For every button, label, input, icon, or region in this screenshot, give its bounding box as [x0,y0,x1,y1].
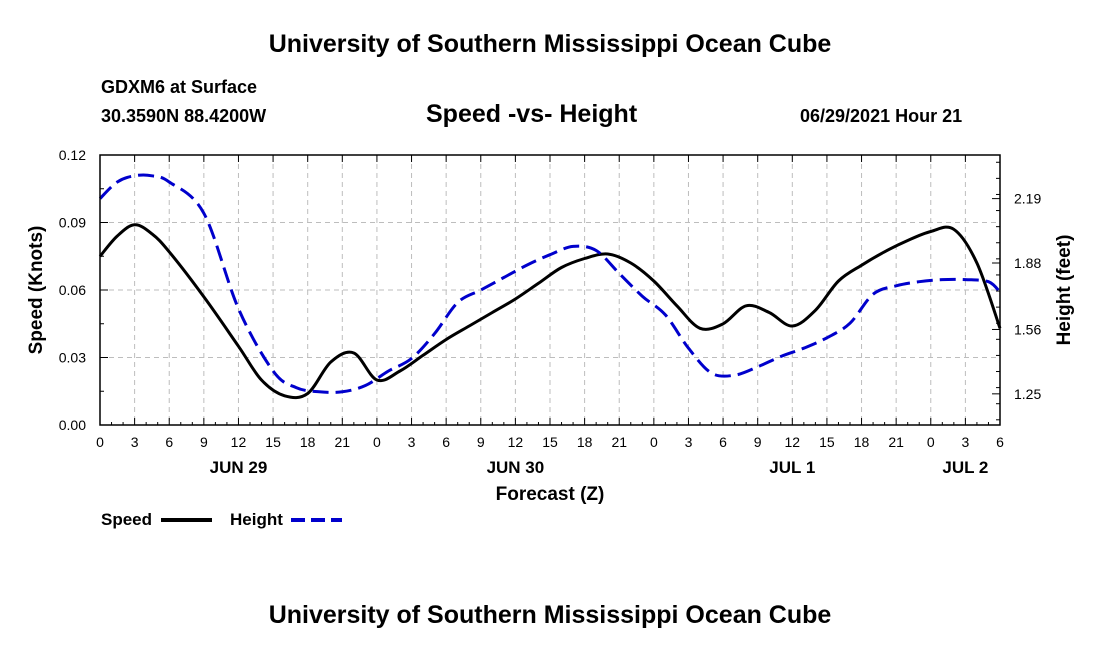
x-tick-label: 15 [819,434,835,450]
day-label: JUN 29 [210,458,268,477]
x-tick-label: 21 [611,434,627,450]
y2-tick-label: 1.25 [1014,386,1041,402]
y2-tick-label: 1.56 [1014,321,1041,337]
x-tick-label: 6 [996,434,1004,450]
page-title: University of Southern Mississippi Ocean… [268,30,832,58]
chart-grid [100,155,1000,425]
plot-title: Speed -vs- Height [426,100,638,128]
x-tick-label: 9 [477,434,485,450]
x-tick-label: 18 [300,434,316,450]
x-tick-label: 0 [373,434,381,450]
legend-speed-label: Speed [101,510,152,529]
series-line-height [98,173,1002,394]
x-tick-label: 9 [754,434,762,450]
y-axis-label: Speed (Knots) [26,226,47,355]
x-tick-label: 12 [508,434,524,450]
x-tick-label: 3 [131,434,139,450]
day-label: JUL 1 [769,458,815,477]
x-tick-label: 0 [927,434,935,450]
x-tick-label: 3 [408,434,416,450]
forecast-datetime: 06/29/2021 Hour 21 [800,106,963,126]
x-tick-label: 6 [165,434,173,450]
x-tick-label: 15 [265,434,281,450]
y-tick-label: 0.06 [59,282,86,298]
y2-tick-label: 1.88 [1014,255,1041,271]
x-tick-label: 3 [961,434,969,450]
y-tick-label: 0.12 [59,147,86,163]
chart-axes: 0 3 6 9 12 15 18 21 0 3 6 9 12 15 18 21 0 3 6 9 12 15 18 21 0 3 6J… [59,147,1042,477]
day-label: JUL 2 [942,458,988,477]
x-tick-label: 18 [577,434,593,450]
x-tick-label: 21 [888,434,904,450]
y2-axis-label: Height (feet) [1054,235,1075,346]
x-tick-label: 6 [719,434,727,450]
x-tick-label: 18 [854,434,870,450]
chart-series [98,173,1002,400]
x-tick-label: 15 [542,434,558,450]
day-label: JUN 30 [487,458,545,477]
y-tick-label: 0.03 [59,350,86,366]
legend-height-label: Height [230,510,283,529]
y2-tick-label: 2.19 [1014,191,1041,207]
x-tick-label: 12 [785,434,801,450]
x-tick-label: 0 [96,434,104,450]
x-tick-label: 9 [200,434,208,450]
x-tick-label: 12 [231,434,247,450]
x-tick-label: 6 [442,434,450,450]
series-line-speed [98,223,1002,400]
station-coordinates: 30.3590N 88.4200W [101,106,267,126]
footer-title: University of Southern Mississippi Ocean… [268,601,832,629]
station-name: GDXM6 at Surface [101,77,258,97]
legend: Speed Height [101,510,342,529]
x-tick-label: 0 [650,434,658,450]
x-axis-label: Forecast (Z) [496,484,605,505]
y-tick-label: 0.00 [59,417,86,433]
y-tick-label: 0.09 [59,215,86,231]
x-tick-label: 21 [335,434,351,450]
x-tick-label: 3 [685,434,693,450]
